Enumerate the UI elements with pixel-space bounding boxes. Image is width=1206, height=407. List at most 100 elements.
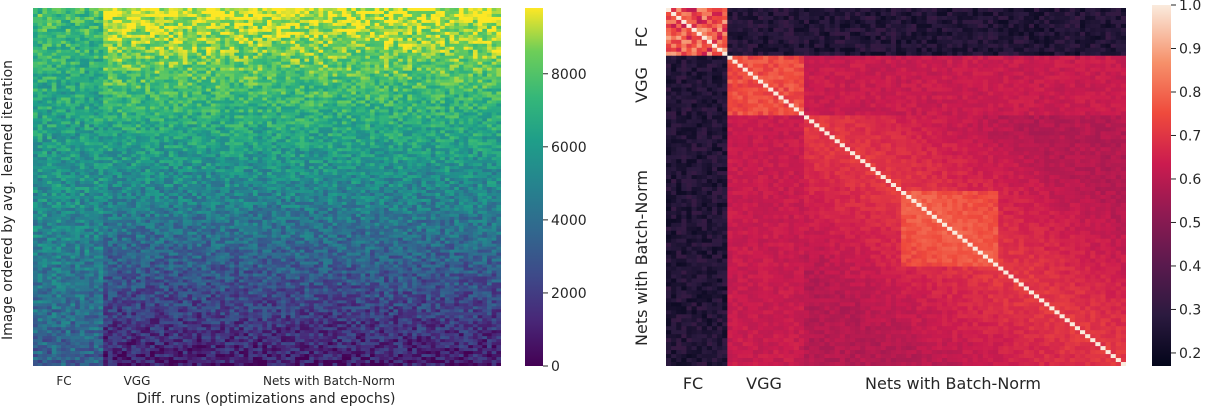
left-heatmap-cell: [252, 64, 259, 69]
left-heatmap-cell: [196, 136, 202, 140]
left-heatmap-cell: [196, 55, 202, 60]
left-heatmap-cell: [84, 127, 90, 131]
left-heatmap-cell: [145, 70, 151, 75]
left-heatmap-cell: [61, 97, 67, 101]
left-heatmap-cell: [388, 97, 394, 101]
left-heatmap-cell: [234, 85, 240, 89]
left-heatmap-cell: [341, 139, 347, 143]
left-heatmap-cell: [112, 148, 118, 152]
left-heatmap-cell: [89, 124, 95, 128]
left-heatmap-cell: [135, 124, 142, 128]
left-heatmap-cell: [182, 70, 188, 75]
left-heatmap-cell: [491, 109, 497, 113]
left-heatmap-cell: [196, 112, 202, 116]
left-heatmap-cell: [369, 112, 376, 116]
left-heatmap-cell: [295, 64, 301, 69]
left-heatmap-cell: [178, 148, 184, 152]
left-heatmap-cell: [379, 73, 385, 78]
left-heatmap-cell: [178, 46, 184, 51]
left-heatmap-cell: [75, 85, 81, 89]
left-heatmap-cell: [173, 142, 179, 146]
left-heatmap-cell: [224, 115, 230, 119]
left-heatmap-cell: [374, 145, 380, 149]
left-heatmap-cell: [117, 43, 123, 48]
left-heatmap-cell: [360, 109, 366, 113]
left-heatmap-cell: [318, 70, 324, 75]
left-heatmap-cell: [290, 49, 296, 54]
left-heatmap-cell: [248, 151, 254, 155]
left-heatmap-cell: [393, 70, 399, 75]
left-heatmap-cell: [332, 127, 338, 131]
left-heatmap-cell: [360, 49, 366, 54]
left-heatmap-cell: [384, 52, 390, 57]
left-heatmap-cell: [421, 127, 427, 131]
left-heatmap-cell: [107, 25, 113, 30]
left-heatmap-cell: [281, 10, 287, 15]
left-heatmap-cell: [369, 64, 376, 69]
left-heatmap-cell: [299, 76, 305, 80]
left-heatmap-cell: [252, 40, 259, 45]
left-heatmap-cell: [449, 79, 455, 83]
left-heatmap-cell: [491, 31, 497, 36]
left-heatmap-cell: [93, 88, 99, 92]
left-heatmap-cell: [416, 34, 422, 39]
left-heatmap-cell: [355, 148, 361, 152]
left-heatmap-cell: [173, 52, 179, 57]
left-heatmap-cell: [93, 82, 99, 86]
left-heatmap-cell: [220, 55, 226, 60]
left-heatmap-cell: [252, 67, 259, 72]
left-heatmap-cell: [472, 136, 478, 140]
left-heatmap-cell: [444, 76, 450, 80]
left-heatmap-cell: [290, 70, 296, 75]
left-heatmap-cell: [341, 121, 347, 125]
left-heatmap-cell: [323, 97, 329, 101]
left-heatmap-cell: [281, 58, 287, 63]
left-heatmap-cell: [159, 106, 165, 110]
left-heatmap-cell: [402, 133, 408, 137]
left-heatmap-cell: [309, 112, 315, 116]
left-heatmap-cell: [243, 124, 249, 128]
left-heatmap-cell: [407, 136, 413, 140]
left-heatmap-cell: [220, 37, 226, 42]
left-heatmap-cell: [257, 85, 263, 89]
left-heatmap-cell: [262, 85, 268, 89]
left-heatmap-cell: [323, 151, 329, 155]
left-heatmap-cell: [323, 118, 329, 122]
left-heatmap-cell: [398, 58, 404, 63]
left-heatmap-cell: [93, 151, 99, 155]
left-heatmap-cell: [416, 115, 422, 119]
left-heatmap-cell: [117, 130, 123, 134]
left-heatmap-cell: [430, 118, 436, 122]
left-heatmap-cell: [482, 16, 488, 21]
left-heatmap-cell: [140, 91, 146, 95]
left-heatmap-cell: [285, 52, 291, 57]
left-heatmap-cell: [33, 106, 39, 110]
left-heatmap-cell: [206, 133, 212, 137]
left-heatmap-cell: [234, 139, 240, 143]
left-heatmap-cell: [369, 40, 376, 45]
left-heatmap-cell: [351, 127, 357, 131]
left-heatmap-cell: [374, 25, 380, 30]
left-heatmap-cell: [290, 43, 296, 48]
left-heatmap-cell: [440, 40, 446, 45]
left-heatmap-cell: [407, 142, 413, 146]
left-heatmap-cell: [454, 145, 460, 149]
left-heatmap-cell: [327, 58, 333, 63]
left-heatmap-cell: [327, 133, 333, 137]
left-heatmap-cell: [182, 16, 188, 21]
left-heatmap-cell: [374, 76, 380, 80]
left-heatmap-cell: [449, 34, 455, 39]
left-heatmap-cell: [313, 10, 319, 15]
left-heatmap-cell: [248, 43, 254, 48]
left-heatmap-cell: [313, 16, 319, 21]
left-heatmap-cell: [61, 34, 67, 39]
left-heatmap-cell: [304, 151, 310, 155]
left-heatmap-cell: [33, 82, 39, 86]
left-heatmap-cell: [159, 46, 165, 51]
left-heatmap-cell: [126, 127, 132, 131]
left-heatmap-cell: [313, 91, 319, 95]
left-heatmap-cell: [210, 13, 216, 18]
left-heatmap-cell: [229, 142, 235, 146]
left-heatmap-cell: [150, 13, 156, 18]
left-heatmap-cell: [318, 97, 324, 101]
